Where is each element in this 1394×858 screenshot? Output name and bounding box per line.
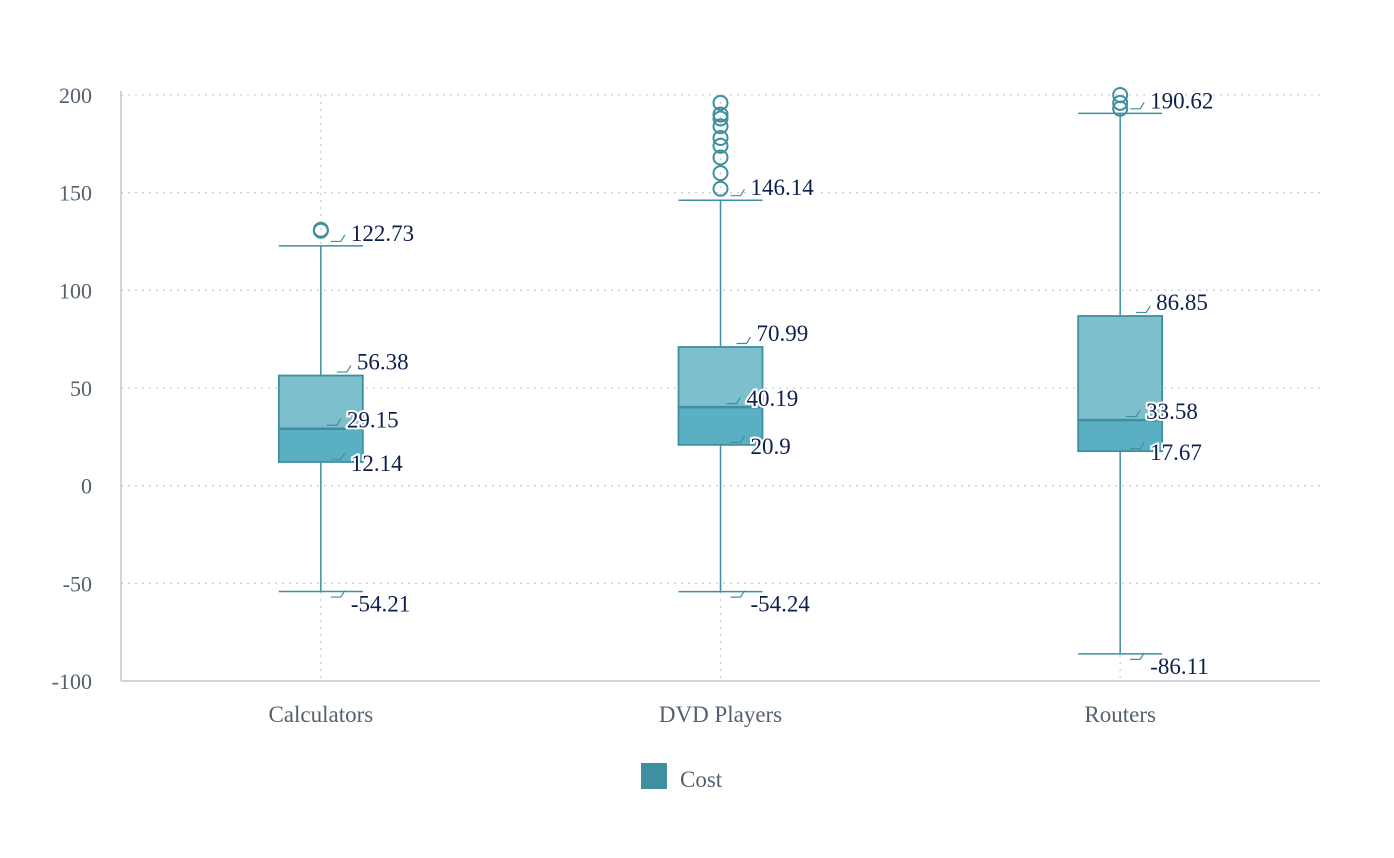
outlier-point[interactable] (712, 94, 729, 111)
y-tick-label: 100 (59, 278, 92, 303)
box-upper (277, 374, 364, 430)
legend-label: Cost (680, 767, 723, 792)
value-label: 86.85 (1156, 290, 1208, 315)
label-leader (1130, 441, 1145, 450)
value-label: 17.67 (1150, 440, 1202, 465)
label-leader (330, 234, 346, 243)
value-label: 190.62 (1150, 88, 1213, 113)
outlier-point[interactable] (712, 118, 729, 135)
outlier-point[interactable] (712, 129, 729, 146)
label-leader (1136, 305, 1151, 314)
y-tick-label: 0 (81, 474, 92, 499)
value-label: 40.19 (747, 386, 799, 411)
outlier-point[interactable] (712, 165, 729, 182)
box-routers[interactable] (1077, 87, 1164, 655)
outlier-point[interactable] (1112, 87, 1129, 103)
value-label: 56.38 (357, 350, 409, 375)
box-layer (277, 87, 1164, 655)
y-tick-label: -100 (52, 669, 92, 694)
box-lower (277, 427, 364, 463)
x-tick-label: Routers (1084, 702, 1156, 727)
y-tick-label: 150 (59, 181, 92, 206)
y-tick-label: 50 (70, 376, 92, 401)
outlier-point[interactable] (712, 106, 729, 123)
outlier-point[interactable] (712, 137, 729, 154)
value-label: 146.14 (751, 175, 815, 200)
box-lower (677, 406, 764, 446)
value-label: -86.11 (1150, 654, 1209, 679)
x-tick-label: DVD Players (659, 702, 782, 727)
value-label: -54.21 (351, 592, 410, 617)
box-dvd-players[interactable] (677, 94, 764, 593)
value-label: 33.58 (1146, 399, 1198, 424)
label-leader (336, 365, 352, 373)
outlier-point[interactable] (712, 180, 729, 197)
axis-layer: 200 150 100 50 0 -50 -100 Calculators DVD Player… (52, 83, 1320, 727)
label-leader (730, 188, 746, 197)
value-label: 70.99 (757, 321, 809, 346)
value-label: 29.15 (347, 408, 399, 433)
value-label: 12.14 (351, 451, 403, 476)
x-tick-label: Calculators (268, 702, 373, 727)
legend[interactable]: Cost (641, 763, 723, 792)
outlier-point[interactable] (712, 149, 729, 166)
y-tick-label: -50 (63, 571, 92, 596)
box-upper (1077, 315, 1164, 421)
label-leader (1126, 409, 1141, 418)
label-leader (730, 435, 746, 443)
label-leader (1130, 652, 1145, 660)
label-leader (736, 336, 752, 345)
label-leader (730, 590, 746, 598)
label-leader (326, 418, 342, 426)
value-label: 122.73 (351, 221, 414, 246)
label-leader (330, 452, 346, 461)
legend-swatch (641, 763, 667, 789)
label-leader (330, 590, 346, 598)
label-leader (1130, 102, 1145, 110)
outlier-point[interactable] (712, 110, 729, 127)
outlier-point[interactable] (312, 221, 329, 238)
box-calculators[interactable] (277, 221, 364, 593)
y-tick-label: 200 (59, 83, 92, 108)
label-layer: 122.73 56.38 29.15 12.14 -54.21 146.14 70.99 40… (326, 86, 1215, 681)
outlier-point[interactable] (1112, 94, 1129, 111)
value-label: 20.9 (751, 434, 791, 459)
label-leader (726, 396, 742, 405)
value-label: -54.24 (751, 592, 811, 617)
